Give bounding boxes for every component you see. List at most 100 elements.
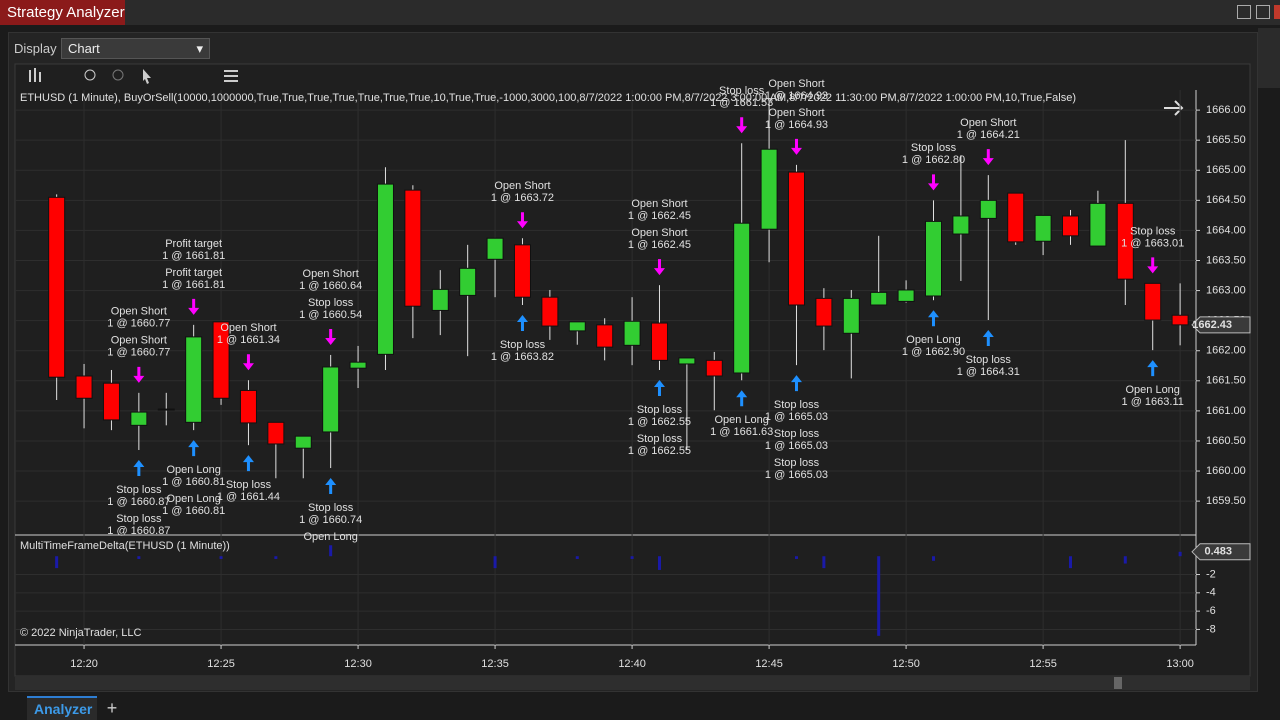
display-select[interactable]: Chart ▾ <box>61 38 210 59</box>
y-tick-label: -2 <box>1206 568 1216 580</box>
settings-tab[interactable] <box>1258 28 1280 88</box>
candle-body <box>1089 202 1107 247</box>
marker-fill: 1 @ 1662.45 <box>628 239 691 251</box>
buy-arrow <box>653 379 665 396</box>
chart-caption: ETHUSD (1 Minute), BuyOrSell(10000,10000… <box>20 92 1076 104</box>
sell-arrow <box>242 354 254 371</box>
tool-zoom-out[interactable] <box>112 69 124 81</box>
buy-arrow <box>188 440 200 457</box>
candle-body <box>842 297 860 334</box>
marker-label: Open Short <box>111 335 167 347</box>
sell-arrow <box>790 138 802 155</box>
candle-body <box>897 289 915 302</box>
candle-body <box>678 357 696 365</box>
candle-body <box>1034 214 1052 242</box>
marker-label: Open Short <box>768 78 824 90</box>
candle-body <box>157 408 175 411</box>
sell-arrow <box>188 298 200 315</box>
indicator-bar <box>794 556 798 559</box>
candle-body <box>541 296 559 327</box>
marker-fill: 1 @ 1660.87 <box>107 525 170 537</box>
x-tick-label: 12:45 <box>755 658 783 670</box>
candle-body <box>596 324 614 348</box>
y-tick-label: 1660.50 <box>1206 435 1246 447</box>
indicator-bar <box>1069 556 1073 569</box>
indicator-bar <box>877 556 881 636</box>
marker-label: Stop loss <box>1130 225 1176 237</box>
buy-arrow <box>516 315 528 332</box>
tool-pointer[interactable] <box>143 69 151 84</box>
marker-fill: 1 @ 1660.64 <box>299 280 362 292</box>
candle-body <box>459 267 477 296</box>
candle-body <box>979 199 997 219</box>
marker-label: Open Short <box>494 180 550 192</box>
y-tick-label: 1660.00 <box>1206 465 1246 477</box>
candle-body <box>924 220 942 297</box>
y-tick-label: 1664.00 <box>1206 224 1246 236</box>
indicator-bar <box>1123 556 1127 564</box>
indicator-bar <box>329 545 333 557</box>
sell-arrow <box>653 259 665 276</box>
indicator-bar <box>575 556 579 559</box>
add-tab[interactable]: + <box>106 698 118 718</box>
y-tick-label: 1663.00 <box>1206 284 1246 296</box>
candle-body <box>48 196 66 378</box>
candle-body <box>322 366 340 433</box>
y-tick-label: 1661.50 <box>1206 375 1246 387</box>
candle-body <box>212 321 230 399</box>
tool-bars[interactable] <box>29 70 31 82</box>
candle-body <box>568 321 586 332</box>
x-tick-label: 12:40 <box>618 658 646 670</box>
indicator-bar <box>657 556 661 570</box>
tab-bar: Analyzer + <box>0 696 1280 720</box>
marker-label: Stop loss <box>774 399 820 411</box>
marker-fill: 1 @ 1661.81 <box>162 250 225 262</box>
candle-body <box>787 171 805 306</box>
buy-arrow <box>982 330 994 347</box>
tool-list[interactable] <box>224 80 238 82</box>
y-tick-label: -8 <box>1206 623 1216 635</box>
scroll-end-arrow[interactable] <box>1164 100 1184 116</box>
last-indicator: 0.483 <box>1204 546 1232 558</box>
candle-body <box>513 244 531 298</box>
marker-label: Open Short <box>303 268 359 280</box>
marker-label: Stop loss <box>774 457 820 469</box>
tool-zoom-in[interactable] <box>84 69 96 81</box>
scrollbar[interactable] <box>15 676 1250 690</box>
close-button[interactable] <box>1274 5 1280 19</box>
tool-bars[interactable] <box>39 72 41 82</box>
chart: 1659.50 1660.00 1660.50 1661.00 1661.50 1662.… <box>14 63 1251 690</box>
marker-fill: 1 @ 1662.90 <box>902 346 965 358</box>
marker-label: Open Short <box>960 117 1016 129</box>
y-tick-label: 1659.50 <box>1206 495 1246 507</box>
tool-bars[interactable] <box>34 68 36 82</box>
tool-list[interactable] <box>224 75 238 77</box>
candle-body <box>760 148 778 230</box>
toolbar <box>29 68 238 84</box>
candle-body <box>486 237 504 260</box>
candle-body <box>431 288 449 311</box>
candle-body <box>239 389 257 424</box>
y-tick-label: 1663.50 <box>1206 254 1246 266</box>
x-tick-label: 12:55 <box>1029 658 1057 670</box>
tool-list[interactable] <box>224 70 238 72</box>
marker-label: Open Short <box>220 322 276 334</box>
candle-body <box>404 189 422 307</box>
scroll-thumb[interactable] <box>1114 677 1122 689</box>
analyzer-tab[interactable]: Analyzer <box>27 696 97 720</box>
indicator-bar <box>822 556 826 569</box>
sell-arrow <box>736 117 748 134</box>
marker-label: Stop loss <box>500 339 546 351</box>
indicator-bar <box>137 556 141 559</box>
candle-body <box>267 421 285 445</box>
maximize-button[interactable] <box>1256 5 1270 19</box>
marker-label: Open Long <box>714 414 768 426</box>
y-tick-label: 1666.00 <box>1206 104 1246 116</box>
sell-arrow <box>1147 257 1159 274</box>
indicator-bar <box>274 556 278 559</box>
marker-label: Stop loss <box>637 433 683 445</box>
marker-fill: 1 @ 1663.01 <box>1121 237 1184 249</box>
minimize-button[interactable] <box>1237 5 1251 19</box>
indicator-bar <box>1178 551 1182 557</box>
sell-arrow <box>133 366 145 383</box>
